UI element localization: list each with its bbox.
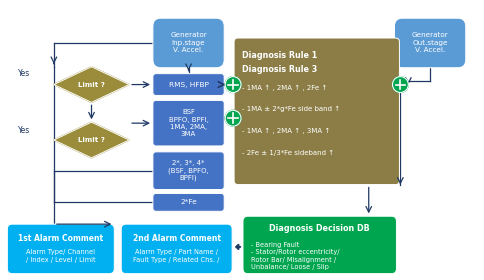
FancyBboxPatch shape [152, 18, 224, 68]
FancyBboxPatch shape [152, 101, 224, 146]
Text: - 2Fe ± 1/3*Fe sideband ↑: - 2Fe ± 1/3*Fe sideband ↑ [242, 150, 333, 156]
Text: 2*, 3*, 4*
(BSF, BPFO,
BPFI): 2*, 3*, 4* (BSF, BPFO, BPFI) [168, 160, 209, 181]
Text: 1st Alarm Comment: 1st Alarm Comment [18, 234, 103, 242]
FancyBboxPatch shape [242, 216, 395, 274]
Circle shape [225, 110, 241, 126]
Text: Limit ?: Limit ? [78, 137, 105, 143]
Text: Yes: Yes [18, 126, 30, 135]
FancyBboxPatch shape [152, 193, 224, 211]
Text: Diagnosis Decision DB: Diagnosis Decision DB [269, 224, 369, 233]
Text: Generator
Out.stage
V. Accel.: Generator Out.stage V. Accel. [411, 32, 448, 53]
FancyBboxPatch shape [393, 18, 465, 68]
Text: Diagnosis Rule 3: Diagnosis Rule 3 [242, 65, 317, 74]
FancyBboxPatch shape [152, 74, 224, 95]
Text: RMS, HFBP: RMS, HFBP [168, 81, 208, 88]
Text: Diagnosis Rule 1: Diagnosis Rule 1 [242, 51, 317, 60]
Circle shape [392, 77, 408, 92]
Text: 2*Fe: 2*Fe [180, 199, 197, 205]
Text: - 1MA ↑ , 2MA ↑ , 3MA ↑: - 1MA ↑ , 2MA ↑ , 3MA ↑ [242, 128, 330, 134]
Text: Alarm Type / Part Name /
Fault Type / Related Chs. /: Alarm Type / Part Name / Fault Type / Re… [133, 249, 219, 263]
Text: Generator
Inp.stage
V. Accel.: Generator Inp.stage V. Accel. [170, 32, 207, 53]
Text: 2nd Alarm Comment: 2nd Alarm Comment [133, 234, 220, 242]
Text: - 1MA ± 2*g*Fe side band ↑: - 1MA ± 2*g*Fe side band ↑ [242, 106, 339, 112]
FancyBboxPatch shape [121, 224, 232, 274]
FancyBboxPatch shape [152, 152, 224, 190]
Text: Alarm Type/ Channel
/ Index / Level / Limit: Alarm Type/ Channel / Index / Level / Li… [26, 249, 95, 263]
Text: Yes: Yes [18, 69, 30, 78]
FancyBboxPatch shape [7, 224, 114, 274]
Polygon shape [54, 67, 129, 102]
Circle shape [225, 77, 241, 92]
Text: Limit ?: Limit ? [78, 81, 105, 88]
Text: - Bearing Fault
- Stator/Rotor eccentricity/
Rotor Bar/ Misalignment /
Unbalance: - Bearing Fault - Stator/Rotor eccentric… [250, 242, 339, 270]
Text: BSF
BPFO, BPFI,
1MA, 2MA,
3MA: BSF BPFO, BPFI, 1MA, 2MA, 3MA [168, 109, 208, 137]
FancyBboxPatch shape [234, 38, 399, 185]
Polygon shape [54, 122, 129, 158]
Text: - 1MA ↑ , 2MA ↑ , 2Fe ↑: - 1MA ↑ , 2MA ↑ , 2Fe ↑ [242, 85, 327, 91]
